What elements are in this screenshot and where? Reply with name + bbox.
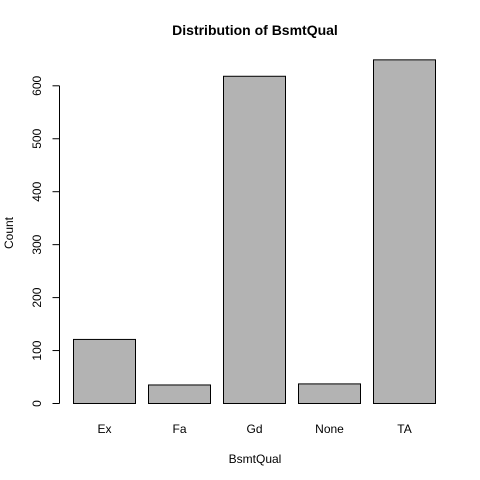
bar-fa bbox=[148, 384, 211, 404]
y-tick-label: 200 bbox=[30, 287, 44, 307]
y-tick-label: 0 bbox=[30, 400, 44, 407]
x-tick-label: TA bbox=[397, 422, 411, 436]
x-tick-label: None bbox=[315, 422, 344, 436]
chart-title: Distribution of BsmtQual bbox=[172, 22, 338, 38]
y-tick-label: 400 bbox=[30, 181, 44, 201]
bars-group bbox=[73, 59, 436, 405]
x-axis-tick-labels: Ex Fa Gd None TA bbox=[97, 422, 411, 436]
y-tick-label: 600 bbox=[30, 75, 44, 95]
x-tick-label: Fa bbox=[172, 422, 186, 436]
bar-ta bbox=[373, 59, 436, 405]
bar-none bbox=[298, 383, 361, 405]
x-tick-label: Ex bbox=[97, 422, 111, 436]
y-tick-label: 300 bbox=[30, 234, 44, 254]
y-tick-label: 100 bbox=[30, 340, 44, 360]
bar-gd bbox=[223, 75, 286, 404]
y-tick-label: 500 bbox=[30, 128, 44, 148]
bar-ex bbox=[73, 338, 136, 405]
y-axis-label: Count bbox=[2, 216, 16, 249]
x-axis-label: BsmtQual bbox=[229, 452, 282, 466]
x-tick-label: Gd bbox=[246, 422, 262, 436]
y-axis: 0 100 200 300 400 500 600 bbox=[30, 75, 60, 407]
